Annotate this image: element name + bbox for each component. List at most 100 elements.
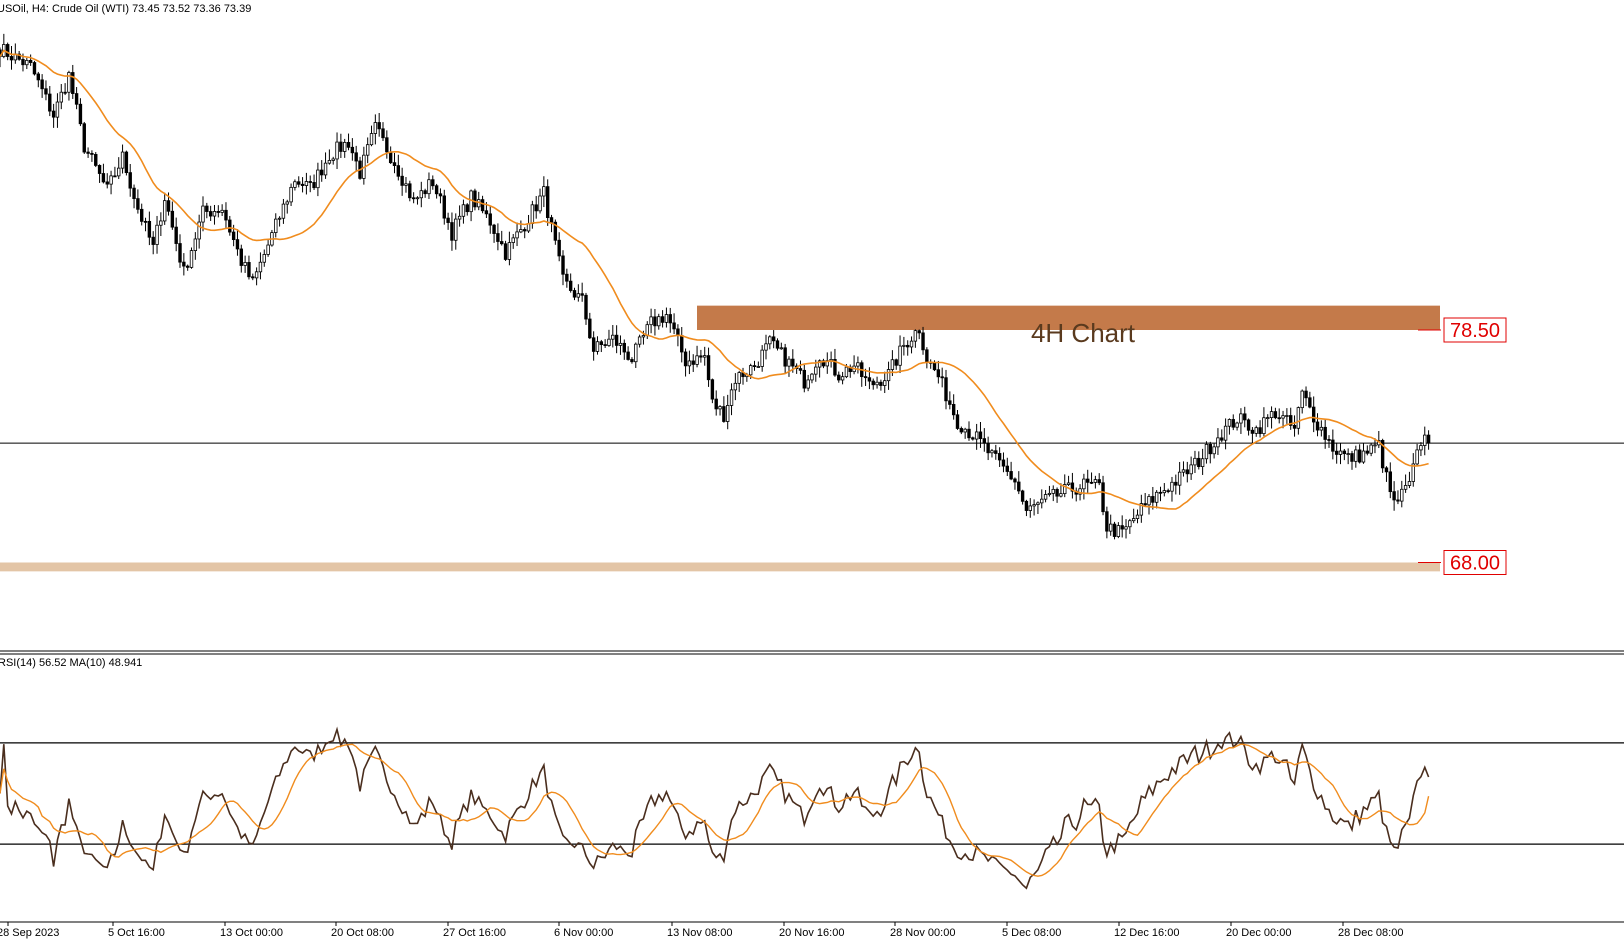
candle-body [1285, 415, 1289, 417]
candle-body [1193, 457, 1197, 466]
candle-body [78, 103, 83, 125]
candle-body [1388, 471, 1392, 493]
x-tick-label: 13 Nov 08:00 [667, 927, 732, 939]
candle-body [1243, 413, 1247, 421]
candle-body [1426, 434, 1431, 444]
candle-body [875, 381, 879, 386]
candle-body [768, 336, 772, 345]
candle-body [185, 265, 190, 268]
candle-body [109, 175, 113, 185]
candle-body [400, 175, 404, 186]
candle-body [1112, 523, 1117, 537]
candle-body [90, 152, 94, 155]
candle-body [932, 362, 937, 371]
candle-body [657, 316, 661, 327]
candle-body [1177, 471, 1182, 486]
candle-body [385, 137, 389, 153]
candle-body [733, 382, 738, 391]
candle-body [1154, 491, 1159, 503]
candle-body [1338, 450, 1343, 455]
candle-body [450, 222, 454, 241]
candle-body [1342, 450, 1347, 455]
candle-body [320, 169, 324, 176]
candle-body [304, 181, 309, 186]
candle-body [802, 369, 806, 389]
candle-body [308, 181, 312, 183]
candle-body [1262, 417, 1266, 435]
candle-body [48, 93, 52, 112]
candle-body [1277, 417, 1281, 420]
candle-body [1066, 482, 1071, 485]
candle-body [1331, 439, 1335, 452]
candle-body [653, 316, 657, 327]
candle-body [277, 217, 282, 220]
candle-body [1017, 481, 1021, 492]
candle-body [883, 380, 887, 386]
candle-body [1296, 407, 1301, 429]
candle-body [519, 229, 523, 233]
candle-body [1197, 457, 1201, 467]
candle-body [404, 183, 408, 186]
candle-body [1059, 493, 1063, 497]
candle-body [886, 369, 891, 382]
candle-body [427, 179, 431, 195]
candle-body [572, 290, 577, 298]
candle-body [120, 151, 125, 169]
candle-body [1082, 478, 1086, 490]
candle-body [40, 79, 44, 90]
candle-body [1216, 437, 1220, 448]
candle-body [1040, 498, 1044, 504]
candle-body [193, 238, 198, 251]
candle-body [668, 314, 672, 324]
candle-body [274, 218, 278, 233]
candle-body [28, 59, 33, 63]
candle-body [25, 59, 29, 66]
candle-body [1105, 511, 1109, 532]
candle-body [1311, 406, 1316, 423]
candle-body [951, 404, 956, 416]
candle-body [140, 208, 144, 222]
candle-body [1158, 491, 1163, 494]
x-tick-label: 5 Oct 16:00 [108, 927, 165, 939]
candle-body [618, 342, 623, 346]
candle-body [978, 431, 983, 440]
candle-body [595, 341, 600, 352]
candle-body [1384, 467, 1389, 473]
x-tick-label: 20 Oct 08:00 [331, 927, 394, 939]
candle-body [748, 365, 753, 376]
candle-body [1032, 504, 1036, 507]
chart-title: 4H Chart [1031, 318, 1136, 348]
candle-body [143, 220, 148, 223]
candle-body [714, 398, 718, 410]
candle-body [687, 360, 692, 367]
candle-body [967, 428, 971, 439]
candle-body [136, 198, 140, 210]
candle-body [576, 293, 581, 298]
x-tick-label: 28 Dec 08:00 [1338, 927, 1403, 939]
candle-body [959, 428, 964, 433]
candle-body [588, 318, 592, 339]
candle-body [1400, 488, 1404, 502]
rsi-panel-label: RSI(14) 56.52 MA(10) 48.941 [0, 657, 142, 669]
candle-body [113, 175, 117, 178]
candle-body [1323, 426, 1327, 440]
candle-body [408, 183, 412, 199]
candle-body [339, 141, 343, 152]
candle-body [423, 190, 427, 195]
candle-body [626, 351, 630, 360]
candle-body [162, 200, 167, 222]
candle-body [182, 261, 186, 267]
x-tick-label: 27 Oct 16:00 [443, 927, 506, 939]
candle-body [438, 193, 443, 197]
candle-body [1235, 422, 1239, 428]
candle-body [622, 342, 626, 353]
candle-body [316, 169, 320, 189]
candle-body [691, 360, 695, 365]
candle-body [1396, 499, 1400, 502]
candle-body [151, 236, 155, 245]
candle-body [833, 359, 837, 376]
candle-body [645, 324, 649, 336]
candle-body [392, 162, 397, 167]
